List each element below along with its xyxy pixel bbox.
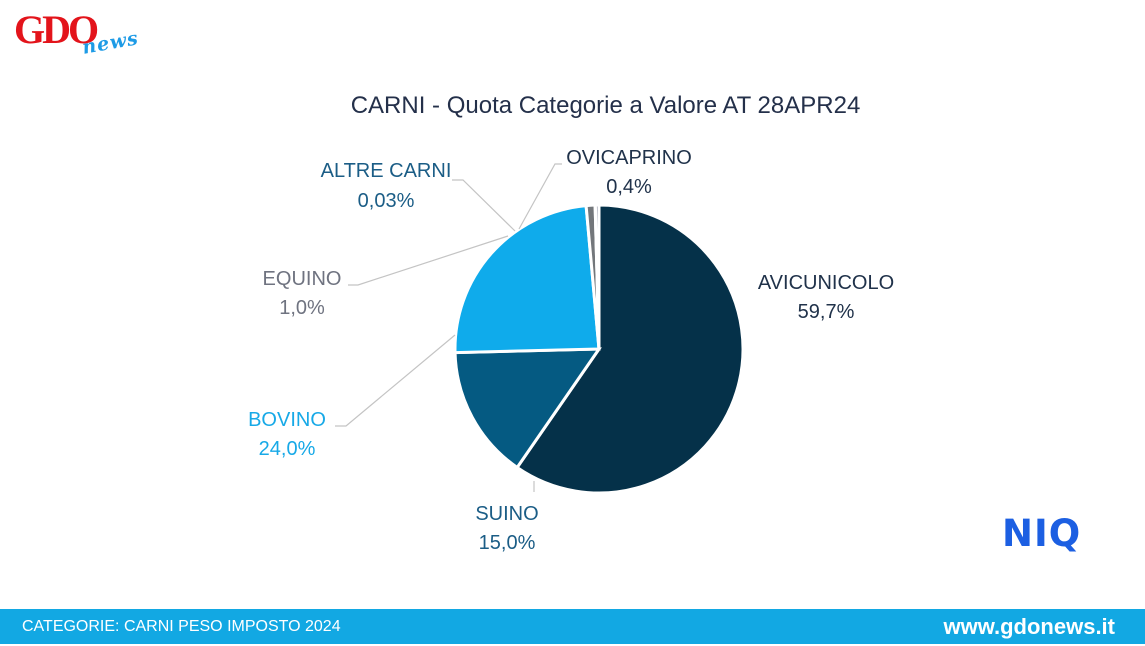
slice-value-label-bovino: 24,0% (259, 438, 316, 460)
slice-value-label-ovicaprino: 0,4% (606, 176, 652, 198)
footer-bar: CATEGORIE: CARNI PESO IMPOSTO 2024 www.g… (0, 609, 1145, 644)
slice-value-label-altre-carni: 0,03% (358, 190, 415, 212)
pie-slice-bovino (453, 203, 601, 355)
slice-name-label-ovicaprino: OVICAPRINO (566, 147, 692, 169)
slice-name-label-avicunicolo: AVICUNICOLO (758, 272, 894, 294)
slice-name-label-equino: EQUINO (263, 268, 342, 290)
leader-line-ovicaprino (518, 163, 562, 230)
chart-title: CARNI - Quota Categorie a Valore AT 28AP… (350, 92, 861, 119)
pie-slice-suino (453, 347, 602, 470)
pie-slice-ovicaprino (593, 203, 601, 350)
leader-line-bovino (335, 334, 456, 427)
slice-name-label-suino: SUINO (475, 503, 538, 525)
footer-category-text: CATEGORIE: CARNI PESO IMPOSTO 2024 (22, 618, 341, 635)
pie-slice-avicunicolo (515, 203, 745, 495)
slice-name-label-altre-carni: ALTRE CARNI (321, 160, 452, 182)
gdo-logo: GDO (14, 7, 99, 52)
slice-value-label-suino: 15,0% (479, 532, 536, 554)
niq-logo: NIQ (1002, 512, 1082, 555)
leader-line-equino (348, 235, 509, 286)
pie-chart: AVICUNICOLO 59,7% SUINO 15,0% BOVINO 24,0% EQU… (248, 147, 894, 554)
leader-line-altre-carni (452, 179, 516, 232)
slice-value-label-avicunicolo: 59,7% (798, 301, 855, 323)
slice-name-label-bovino: BOVINO (248, 409, 326, 431)
slice-value-label-equino: 1,0% (279, 297, 325, 319)
footer-website-link[interactable]: www.gdonews.it (943, 614, 1115, 639)
